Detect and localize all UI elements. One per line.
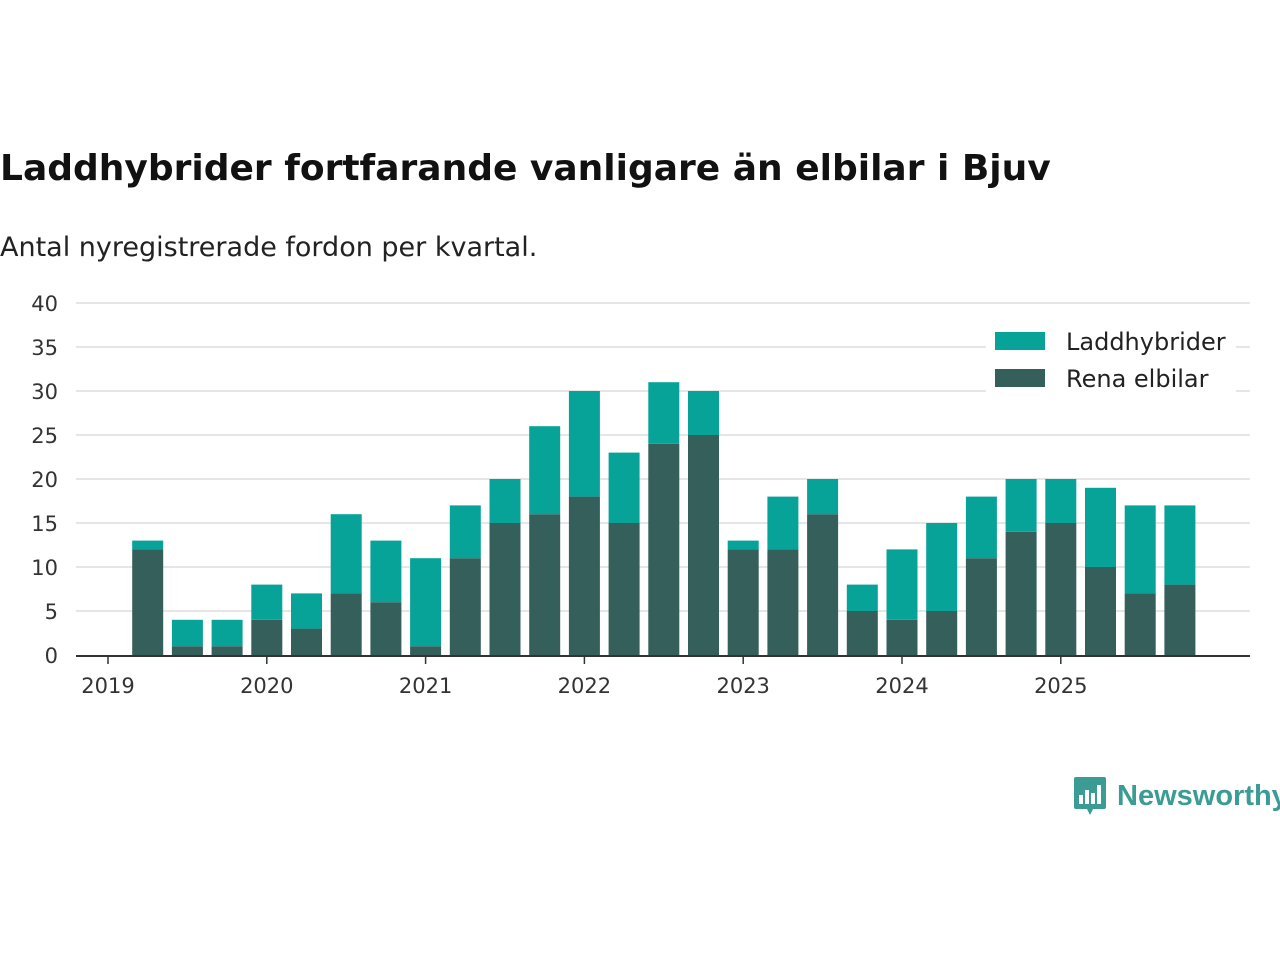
bar-laddhybrider <box>688 391 719 435</box>
bar-laddhybrider <box>211 619 243 647</box>
x-tick-label: 2022 <box>558 674 611 698</box>
x-tick-label: 2025 <box>1034 674 1087 698</box>
bar-laddhybrider <box>568 391 600 497</box>
y-tick-label: 25 <box>31 424 58 448</box>
x-tick-label: 2023 <box>716 674 769 698</box>
bar-rena-elbilar <box>807 514 839 655</box>
bar-rena-elbilar <box>410 646 442 655</box>
bar-laddhybrider <box>648 382 680 444</box>
bar-rena-elbilar <box>965 558 997 655</box>
bar-laddhybrider <box>489 479 521 523</box>
bar-laddhybrider <box>1005 479 1037 532</box>
bar-rena-elbilar <box>648 443 680 655</box>
bar-rena-elbilar <box>489 523 521 655</box>
newsworthy-logo-icon <box>1074 777 1106 815</box>
bar-rena-elbilar <box>1085 567 1116 655</box>
y-tick-label: 15 <box>31 512 58 536</box>
bar-laddhybrider <box>251 584 283 620</box>
brand-name: Newsworthy <box>1117 779 1280 812</box>
y-tick-label: 30 <box>31 380 58 404</box>
bar-rena-elbilar <box>688 435 719 655</box>
x-tick-label: 2024 <box>875 674 928 698</box>
bar-rena-elbilar <box>608 523 640 655</box>
bar-rena-elbilar <box>926 611 958 655</box>
chart-subtitle: Antal nyregistrerade fordon per kvartal. <box>0 232 538 263</box>
x-tick-label: 2021 <box>399 674 452 698</box>
legend-label-rena-elbilar: Rena elbilar <box>1066 365 1209 393</box>
x-tick-label: 2020 <box>240 674 293 698</box>
bar-laddhybrider <box>767 496 799 550</box>
bar-rena-elbilar <box>1005 531 1037 655</box>
legend: Laddhybrider Rena elbilar <box>986 322 1236 394</box>
legend-swatch-laddhybrider <box>995 332 1045 350</box>
y-tick-label: 10 <box>31 556 58 580</box>
bar-rena-elbilar <box>767 549 799 655</box>
bar-laddhybrider <box>608 452 640 523</box>
y-tick-label: 35 <box>31 336 58 360</box>
bars <box>132 382 1196 655</box>
bar-laddhybrider <box>1045 479 1077 523</box>
bar-rena-elbilar <box>171 646 203 655</box>
bar-rena-elbilar <box>1045 523 1077 655</box>
bar-rena-elbilar <box>568 496 600 655</box>
bar-laddhybrider <box>886 549 918 620</box>
bar-laddhybrider <box>807 479 839 515</box>
y-axis-ticks: 0 5 10 15 20 25 30 35 40 <box>31 292 58 668</box>
bar-laddhybrider <box>410 558 442 647</box>
bar-laddhybrider <box>846 584 878 611</box>
bar-laddhybrider <box>727 540 759 550</box>
y-tick-label: 20 <box>31 468 58 492</box>
bar-rena-elbilar <box>449 558 481 655</box>
bar-rena-elbilar <box>132 549 164 655</box>
x-tick-label: 2019 <box>81 674 134 698</box>
bar-rena-elbilar <box>886 619 918 655</box>
bar-rena-elbilar <box>846 611 878 655</box>
chart-title: Laddhybrider fortfarande vanligare än el… <box>0 148 1051 189</box>
bar-laddhybrider <box>1085 487 1116 567</box>
bar-rena-elbilar <box>211 646 243 655</box>
bar-rena-elbilar <box>291 628 322 655</box>
newsworthy-logo: Newsworthy <box>1073 776 1280 816</box>
bar-laddhybrider <box>132 540 164 550</box>
bar-rena-elbilar <box>1164 584 1196 655</box>
bar-rena-elbilar <box>727 549 759 655</box>
bar-rena-elbilar <box>1124 593 1156 655</box>
bar-rena-elbilar <box>330 593 362 655</box>
bar-laddhybrider <box>926 523 958 611</box>
x-axis: 2019 2020 2021 2022 2023 2024 2025 <box>76 655 1250 698</box>
y-tick-label: 40 <box>31 292 58 316</box>
bar-laddhybrider <box>291 593 322 629</box>
y-tick-label: 0 <box>45 644 58 668</box>
bar-laddhybrider <box>449 505 481 559</box>
bar-rena-elbilar <box>529 514 561 655</box>
legend-swatch-rena-elbilar <box>995 369 1045 387</box>
bar-rena-elbilar <box>251 619 283 655</box>
y-tick-label: 5 <box>45 600 58 624</box>
bar-rena-elbilar <box>370 602 402 655</box>
bar-laddhybrider <box>330 514 362 594</box>
bar-laddhybrider <box>1124 505 1156 594</box>
bar-laddhybrider <box>1164 505 1196 585</box>
legend-label-laddhybrider: Laddhybrider <box>1066 328 1226 356</box>
bar-laddhybrider <box>171 619 203 647</box>
bar-laddhybrider <box>529 426 561 515</box>
bar-laddhybrider <box>370 540 402 603</box>
bar-laddhybrider <box>965 496 997 559</box>
